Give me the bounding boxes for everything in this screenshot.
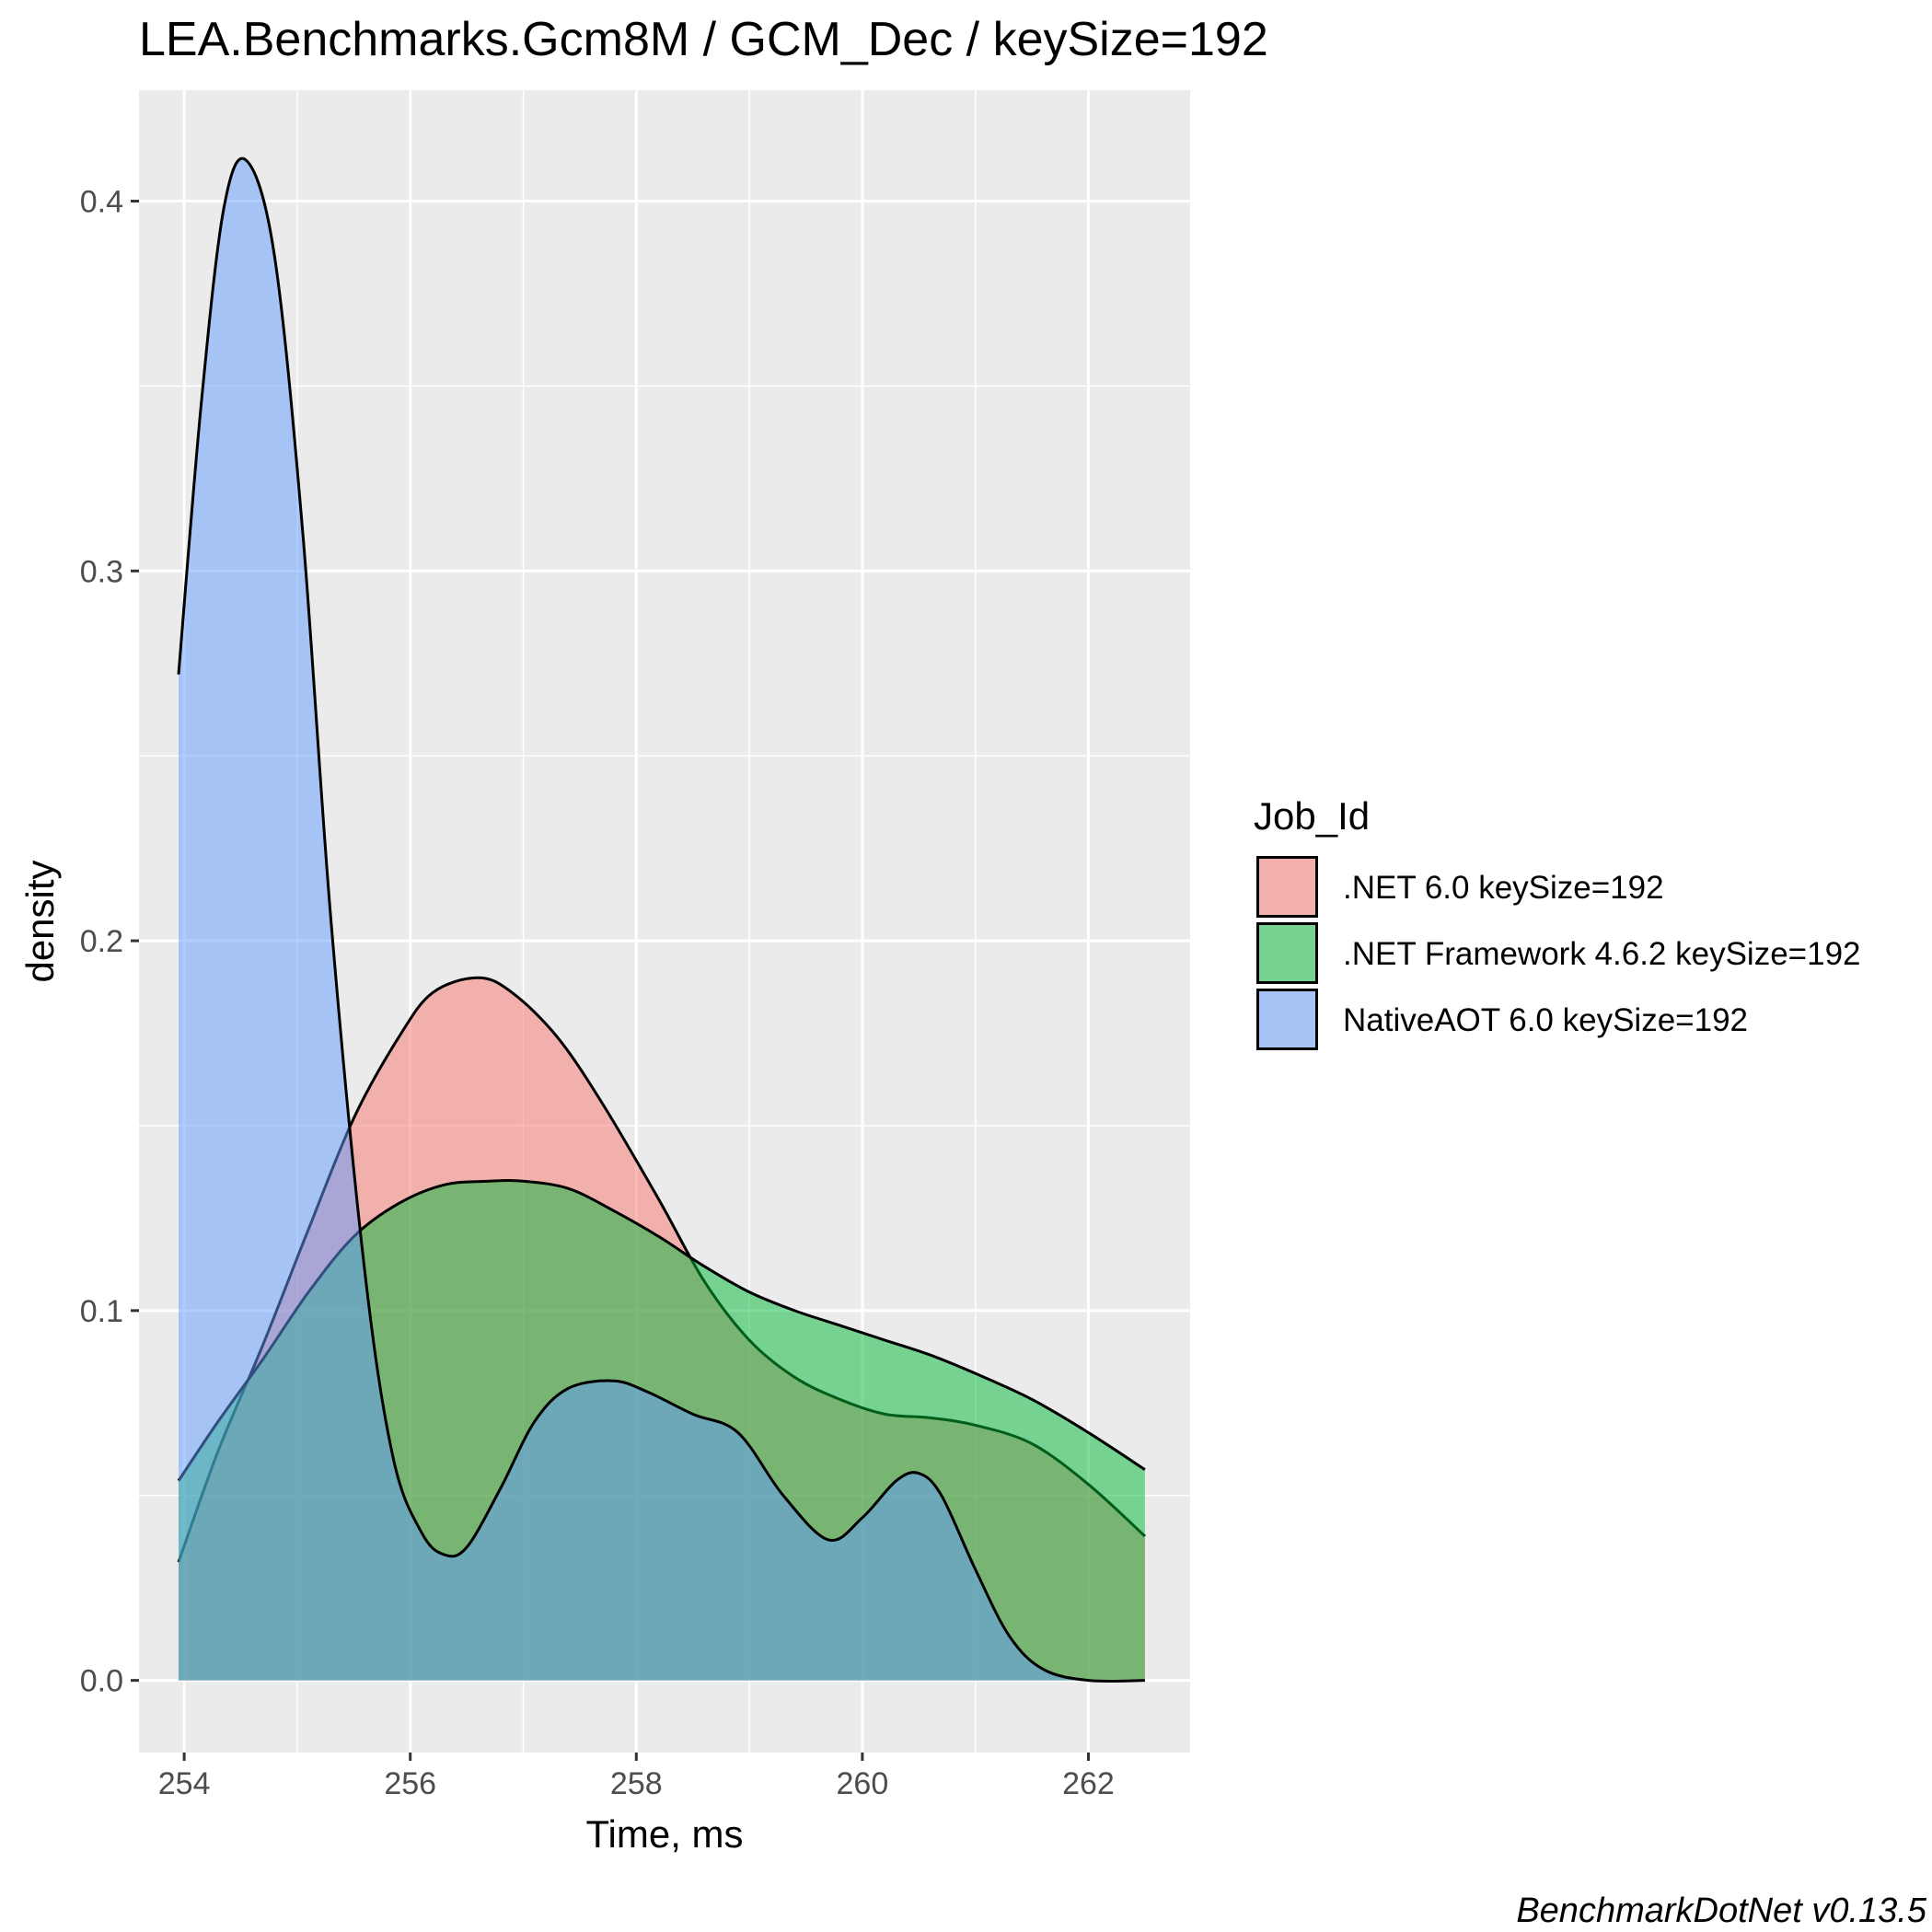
density-line-series-3 <box>177 156 1145 1683</box>
legend-title: Job_Id <box>1254 794 1370 838</box>
x-axis-title: Time, ms <box>585 1812 743 1856</box>
grid-minor-lines <box>139 90 1190 1753</box>
legend-label-series-3: NativeAOT 6.0 keySize=192 <box>1343 1002 1748 1038</box>
y-tick-label: 0.2 <box>80 924 123 959</box>
y-tick-label: 0.3 <box>80 554 123 589</box>
y-tick-label: 0.4 <box>80 185 123 220</box>
legend-swatch-series-1 <box>1256 856 1318 918</box>
x-tick-label: 258 <box>610 1766 663 1801</box>
legend: Job_Id .NET 6.0 keySize=192 .NET Framewor… <box>1254 794 1861 1050</box>
density-areas <box>177 156 1146 1683</box>
y-axis-title: density <box>18 860 62 982</box>
x-tick-label: 260 <box>837 1766 889 1801</box>
density-area-series-3 <box>178 158 1145 1682</box>
legend-label-series-2: .NET Framework 4.6.2 keySize=192 <box>1343 936 1861 972</box>
legend-label-series-1: .NET 6.0 keySize=192 <box>1343 870 1664 906</box>
x-axis: 254 256 258 260 262 <box>158 1753 1115 1801</box>
y-axis: 0.0 0.1 0.2 0.3 0.4 <box>80 185 139 1699</box>
x-tick-label: 262 <box>1062 1766 1115 1801</box>
legend-swatch-series-2 <box>1256 922 1318 984</box>
chart-title: LEA.Benchmarks.Gcm8M / GCM_Dec / keySize… <box>139 13 1268 66</box>
caption: BenchmarkDotNet v0.13.5 <box>1516 1892 1927 1930</box>
y-tick-label: 0.1 <box>80 1294 123 1329</box>
y-tick-label: 0.0 <box>80 1664 123 1699</box>
x-tick-label: 254 <box>158 1766 211 1801</box>
legend-swatch-series-3 <box>1256 989 1318 1050</box>
x-tick-label: 256 <box>384 1766 436 1801</box>
